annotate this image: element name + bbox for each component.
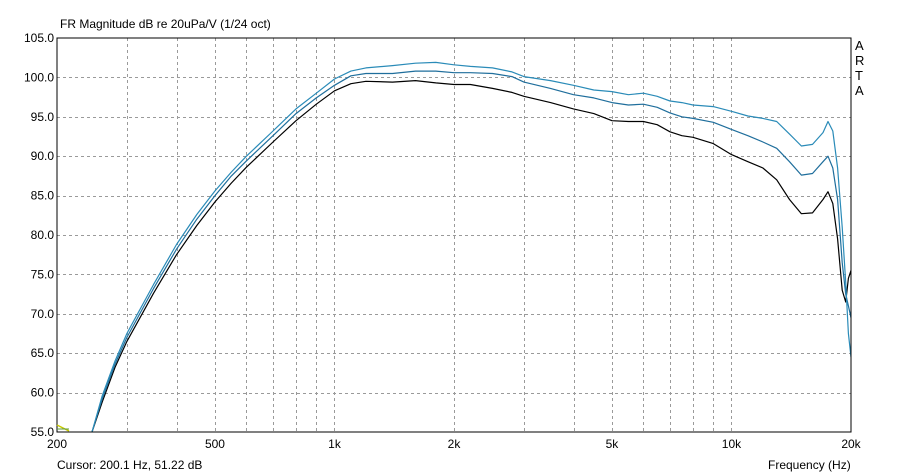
cursor-marker-tick — [56, 424, 70, 432]
y-tick-label: 90.0 — [31, 149, 55, 163]
watermark-letter: T — [855, 68, 863, 83]
y-tick-label: 100.0 — [24, 70, 54, 84]
series-line — [91, 79, 851, 432]
x-tick-label: 200 — [47, 437, 67, 451]
watermark-letter: R — [855, 53, 865, 68]
series-line — [91, 70, 851, 432]
y-tick-label: 55.0 — [31, 425, 55, 439]
y-tick-label: 95.0 — [31, 110, 55, 124]
y-tick-label: 70.0 — [31, 307, 55, 321]
y-tick-label: 105.0 — [24, 31, 54, 45]
series-layer — [91, 61, 851, 432]
watermark-letter: A — [855, 38, 864, 53]
x-tick-labels: 200 500 1k 2k 5k 10k 20k — [47, 437, 862, 451]
x-tick-label: 5k — [606, 437, 620, 451]
grid — [57, 38, 851, 432]
y-tick-label: 65.0 — [31, 346, 55, 360]
series-line — [91, 61, 851, 432]
chart-title: FR Magnitude dB re 20uPa/V (1/24 oct) — [60, 17, 271, 31]
x-tick-label: 20k — [841, 437, 861, 451]
cursor-readout[interactable]: Cursor: 200.1 Hz, 51.22 dB — [57, 458, 203, 472]
plot-frame — [56, 37, 852, 433]
watermark-letter: A — [855, 83, 864, 98]
x-axis-label: Frequency (Hz) — [768, 458, 851, 472]
cursor-marker — [56, 424, 70, 432]
y-tick-label: 60.0 — [31, 386, 55, 400]
x-tick-label: 2k — [448, 437, 462, 451]
x-tick-label: 1k — [328, 437, 342, 451]
x-tick-label: 10k — [722, 437, 742, 451]
y-tick-label: 85.0 — [31, 189, 55, 203]
x-tick-label: 500 — [205, 437, 225, 451]
y-tick-label: 80.0 — [31, 228, 55, 242]
y-tick-labels: 55.0 60.0 65.0 70.0 75.0 80.0 85.0 90.0 95.0 100.… — [24, 31, 54, 439]
y-tick-label: 75.0 — [31, 267, 55, 281]
